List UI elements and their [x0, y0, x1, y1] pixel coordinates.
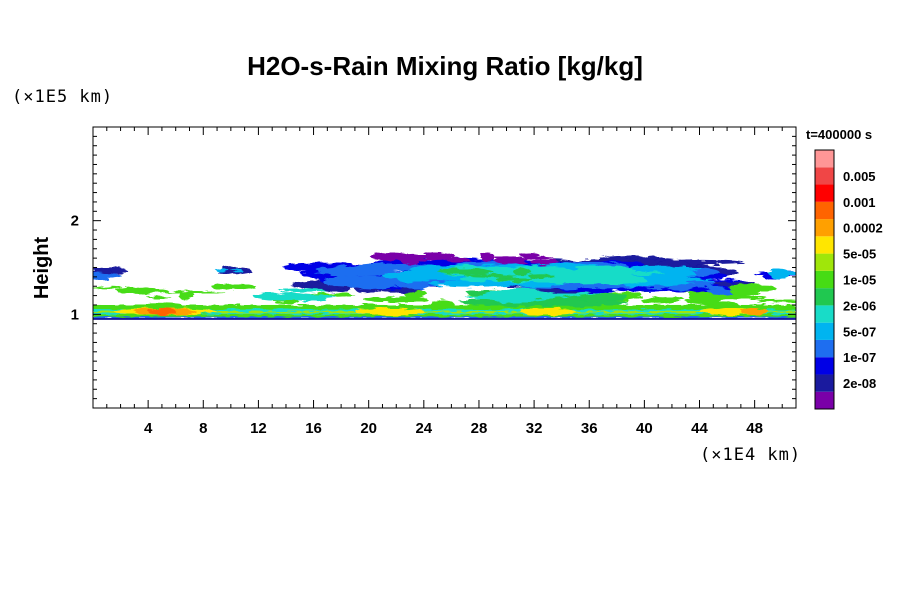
hot-spot: [740, 308, 769, 316]
colorbar-label: 2e-06: [843, 298, 876, 313]
y-unit-label: (×1E5 km): [12, 87, 113, 107]
x-tick-label: 24: [415, 420, 432, 437]
mixing-ratio-field: [93, 252, 796, 320]
colorbar-swatch: [815, 167, 834, 185]
y-tick-label: 1: [71, 306, 79, 323]
colorbar-swatch: [815, 150, 834, 168]
field-region: [253, 288, 337, 302]
x-tick-label: 44: [691, 420, 708, 437]
y-tick-label: 2: [71, 213, 79, 230]
y-axis-label: Height: [31, 237, 53, 300]
colorbar-swatch: [815, 305, 834, 323]
colorbar-swatch: [815, 374, 834, 392]
field-region: [370, 252, 559, 266]
chart-title: H2O-s-Rain Mixing Ratio [kg/kg]: [247, 51, 643, 81]
x-tick-label: 28: [471, 420, 488, 437]
colorbar-label: 0.0002: [843, 221, 883, 236]
field-region: [728, 283, 777, 296]
field-region: [215, 268, 244, 272]
colorbar: 0.005 0.001 0.0002 5e-05 1e-05 2e-06 5e-07 1e-0…: [814, 149, 883, 410]
colorbar-frame: [814, 149, 835, 410]
colorbar-swatch: [815, 184, 834, 202]
colorbar-swatch: [815, 201, 834, 220]
x-tick-label: 20: [360, 420, 377, 437]
x-tick-label: 48: [746, 420, 763, 437]
hot-spot: [354, 308, 424, 316]
x-tick-label: 32: [526, 420, 543, 437]
colorbar-swatch: [815, 357, 834, 375]
lower-band-edge: [93, 317, 796, 320]
y-axis: 12: [71, 135, 796, 400]
field-region: [437, 268, 555, 282]
hot-spot: [520, 308, 576, 316]
colorbar-swatch: [815, 236, 834, 254]
colorbar-label: 1e-07: [843, 350, 876, 365]
colorbar-label: 5e-07: [843, 324, 876, 339]
colorbar-label: 5e-05: [843, 247, 876, 262]
colorbar-label: 0.005: [843, 169, 876, 184]
lower-band-bottom: [93, 316, 796, 319]
colorbar-swatch: [815, 253, 834, 271]
x-tick-label: 12: [250, 420, 267, 437]
lower-band: [93, 304, 796, 320]
colorbar-swatch: [815, 219, 834, 237]
colorbar-swatch: [815, 288, 834, 306]
x-axis: 4 8 12 16 20 24 28 32 36 40 44 48: [106, 127, 783, 437]
x-tick-label: 16: [305, 420, 322, 437]
x-tick-label: 4: [144, 420, 153, 437]
x-tick-label: 8: [199, 420, 207, 437]
colorbar-label: 0.001: [843, 195, 876, 210]
x-tick-label: 36: [581, 420, 598, 437]
x-tick-label: 40: [636, 420, 653, 437]
colorbar-swatch: [815, 391, 834, 409]
hot-spot: [148, 308, 176, 316]
x-unit-label: (×1E4 km): [700, 445, 801, 465]
colorbar-label: 2e-08: [843, 376, 876, 391]
lower-band-inner: [93, 311, 796, 313]
field-region: [93, 272, 122, 281]
colorbar-swatch: [815, 270, 834, 289]
colorbar-swatch: [815, 322, 834, 340]
field-region: [706, 285, 740, 296]
colorbar-swatch: [815, 339, 834, 358]
time-label: t=400000 s: [806, 127, 872, 142]
field-region: [767, 268, 796, 280]
colorbar-label: 1e-05: [843, 273, 876, 288]
